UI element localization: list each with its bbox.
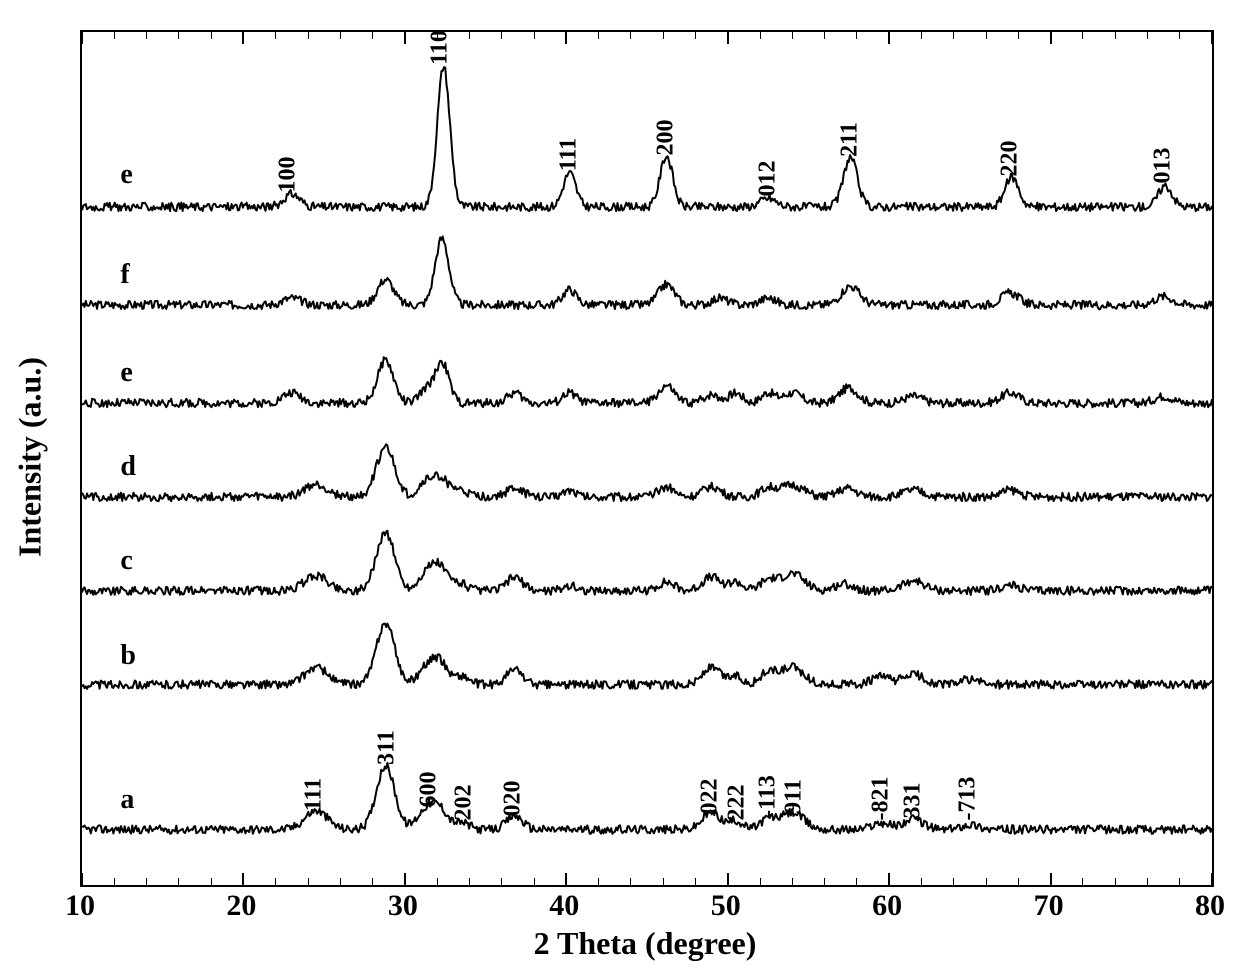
peak-label: 110 <box>426 30 453 65</box>
x-axis-label: 2 Theta (degree) <box>534 925 757 962</box>
peak-label: 013 <box>1150 147 1177 183</box>
x-tick-label: 70 <box>1034 889 1064 923</box>
peak-label: -713 <box>954 776 981 820</box>
x-tick-label: 60 <box>872 889 902 923</box>
x-tick-label: 10 <box>65 889 95 923</box>
peak-label: 100 <box>275 156 302 192</box>
series-label-b: b <box>120 640 136 672</box>
peak-label: 111 <box>301 777 328 810</box>
series-label-e2: e <box>120 357 132 389</box>
series-label-eTop: e <box>120 159 132 191</box>
peak-label: 311 <box>373 730 400 765</box>
peak-label: 220 <box>996 141 1023 177</box>
peak-label: 222 <box>724 785 751 821</box>
peak-label: 211 <box>837 122 864 157</box>
xrd-chart: Intensity (a.u.) 2 Theta (degree) 10 20 30… <box>0 0 1240 973</box>
x-tick-label: 30 <box>388 889 418 923</box>
peak-label: 911 <box>780 779 807 814</box>
y-axis-label: Intensity (a.u.) <box>12 356 49 556</box>
peak-label: 331 <box>899 783 926 819</box>
x-tick-label: 20 <box>226 889 256 923</box>
x-tick-label: 50 <box>711 889 741 923</box>
peak-label: 022 <box>696 779 723 815</box>
series-label-c: c <box>120 545 132 577</box>
peak-label: 202 <box>451 785 478 821</box>
peak-label: 600 <box>415 772 442 808</box>
peak-label: 111 <box>556 138 583 171</box>
series-label-f: f <box>120 259 129 291</box>
peak-label: 020 <box>499 780 526 816</box>
peak-label: -821 <box>867 776 894 820</box>
peak-label: 012 <box>754 160 781 196</box>
series-label-d: d <box>120 451 136 483</box>
series-label-a: a <box>120 784 134 816</box>
x-tick-label: 80 <box>1195 889 1225 923</box>
peak-label: 200 <box>652 119 679 155</box>
plot-area <box>80 30 1214 887</box>
x-tick-label: 40 <box>549 889 579 923</box>
peak-label: -113 <box>754 775 781 818</box>
xrd-series-eTop <box>82 32 1212 885</box>
